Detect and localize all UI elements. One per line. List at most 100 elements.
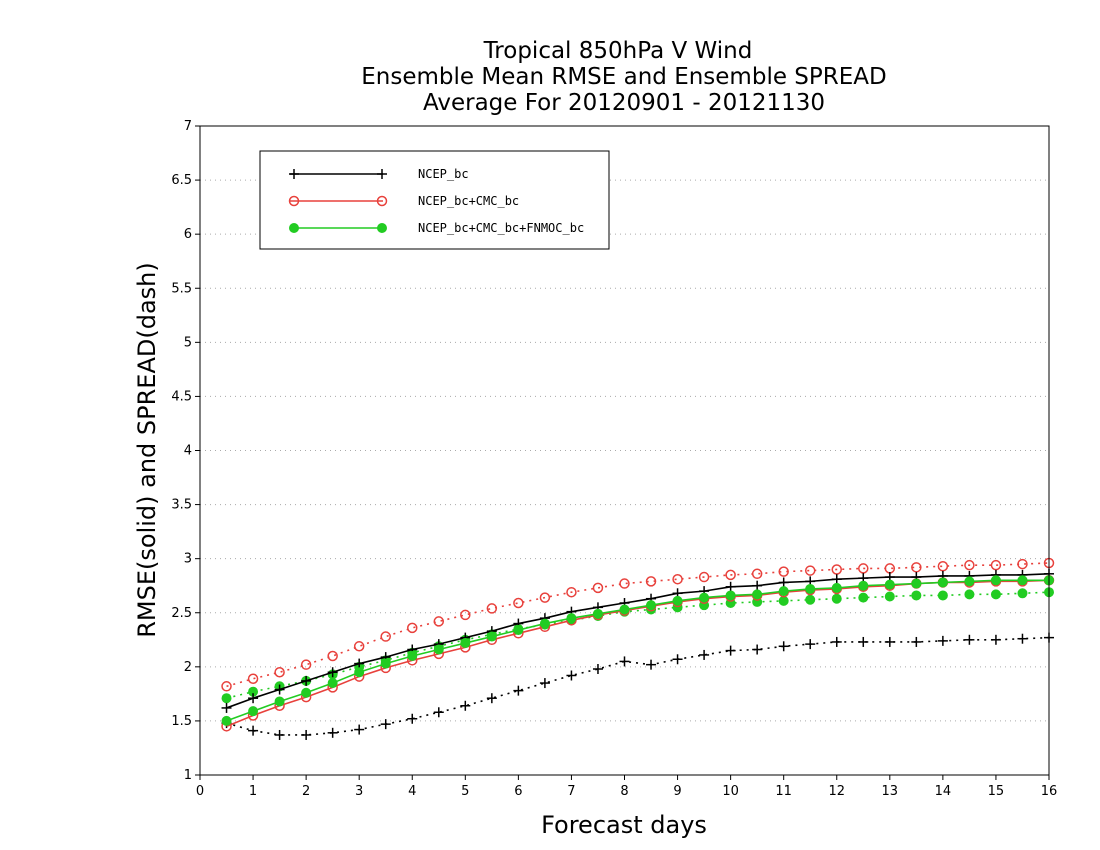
data-point xyxy=(288,195,300,207)
x-tick-label: 4 xyxy=(408,784,416,799)
x-tick-label: 10 xyxy=(722,784,739,799)
spread-line xyxy=(226,636,1050,736)
data-point xyxy=(831,593,842,604)
data-point xyxy=(486,631,497,642)
data-point xyxy=(221,681,232,692)
data-point xyxy=(354,658,365,669)
data-point xyxy=(460,609,471,621)
data-point xyxy=(858,580,869,591)
data-point xyxy=(300,659,312,670)
data-point xyxy=(805,583,816,594)
data-point xyxy=(433,616,445,627)
y-tick-label: 3 xyxy=(184,552,192,567)
data-point xyxy=(964,559,975,571)
data-point xyxy=(778,577,789,588)
data-point xyxy=(248,725,259,736)
data-point xyxy=(301,687,312,698)
data-point xyxy=(646,659,657,670)
data-point xyxy=(911,562,922,573)
series-layer xyxy=(221,557,1055,740)
legend: NCEP_bc NCEP_bc+CMC_bc NCEP_bc+CMC_bc+FNMO… xyxy=(259,150,610,250)
data-point xyxy=(407,651,418,662)
data-point xyxy=(433,644,444,655)
data-point xyxy=(274,729,285,740)
data-point xyxy=(460,638,471,649)
data-point xyxy=(804,565,816,576)
data-point xyxy=(937,560,949,572)
x-tick-label: 0 xyxy=(196,784,204,799)
data-point xyxy=(858,563,869,574)
data-point xyxy=(831,582,842,593)
legend-label: NCEP_bc xyxy=(418,167,469,181)
data-point xyxy=(301,675,312,686)
y-tick-label: 6 xyxy=(184,227,192,242)
data-point xyxy=(566,670,577,681)
data-point xyxy=(831,636,842,647)
y-tick-label: 4 xyxy=(184,444,192,459)
data-point xyxy=(964,634,975,645)
data-point xyxy=(354,667,365,678)
rmse-line xyxy=(226,579,1050,728)
data-point xyxy=(566,586,577,598)
data-point xyxy=(698,571,710,583)
data-point xyxy=(376,195,388,207)
y-tick-label: 3.5 xyxy=(171,498,192,513)
data-point xyxy=(937,635,948,646)
data-point xyxy=(831,574,842,585)
data-point xyxy=(248,693,259,704)
data-point xyxy=(380,631,391,642)
x-tick-label: 5 xyxy=(461,784,469,799)
data-point xyxy=(247,673,259,684)
y-tick-label: 6.5 xyxy=(171,173,192,188)
data-point xyxy=(1017,588,1028,599)
data-point xyxy=(377,223,387,233)
data-point xyxy=(725,645,736,656)
data-point xyxy=(858,636,869,647)
data-point xyxy=(990,575,1001,586)
data-point xyxy=(937,590,948,601)
data-point xyxy=(486,693,497,704)
y-tick-label: 1.5 xyxy=(171,714,192,729)
rmse-line xyxy=(226,573,1050,709)
data-point xyxy=(911,578,922,589)
data-point xyxy=(460,700,471,711)
data-point xyxy=(1017,558,1028,570)
data-point xyxy=(778,595,789,606)
data-point xyxy=(884,579,895,590)
data-point xyxy=(407,713,418,724)
data-point xyxy=(354,724,365,735)
data-point xyxy=(513,685,524,696)
data-point xyxy=(592,582,604,594)
data-point xyxy=(884,591,895,602)
axis-ticks: 11.522.533.544.555.566.570 1 2 3 4 5 6 7 8 9 10 11 1… xyxy=(171,119,1057,799)
data-point xyxy=(221,702,232,713)
data-point xyxy=(699,649,710,660)
data-point xyxy=(645,576,657,587)
x-tick-label: 3 xyxy=(355,784,363,799)
data-point xyxy=(407,622,418,634)
y-tick-label: 2 xyxy=(184,660,192,675)
y-tick-label: 2.5 xyxy=(171,606,192,621)
data-point xyxy=(778,641,789,652)
data-point xyxy=(1017,575,1028,586)
gridlines xyxy=(200,179,1049,722)
y-tick-label: 7 xyxy=(184,119,192,134)
x-tick-label: 16 xyxy=(1041,784,1058,799)
data-point xyxy=(964,576,975,587)
data-point xyxy=(990,589,1001,600)
data-point xyxy=(619,656,630,667)
data-point xyxy=(964,589,975,600)
data-point xyxy=(327,650,338,662)
data-point xyxy=(327,667,338,678)
data-point xyxy=(752,580,763,591)
data-point xyxy=(221,693,232,704)
y-tick-label: 1 xyxy=(184,768,192,783)
legend-label: NCEP_bc+CMC_bc+FNMOC_bc xyxy=(418,221,584,235)
data-point xyxy=(353,641,365,652)
data-point xyxy=(513,625,524,636)
data-point xyxy=(221,715,232,726)
data-point xyxy=(248,706,259,717)
data-point xyxy=(327,678,338,689)
y-tick-label: 4.5 xyxy=(171,389,192,404)
data-point xyxy=(301,729,312,740)
